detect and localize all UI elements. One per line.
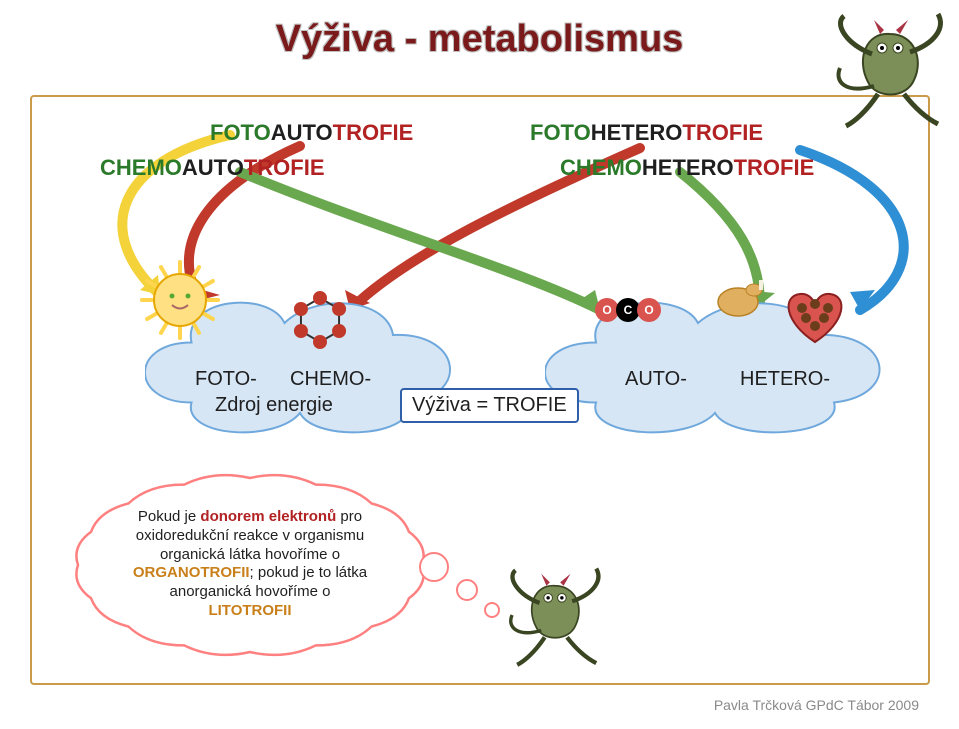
monster-large-icon (826, 4, 954, 137)
label-chemo: CHEMO- (290, 368, 371, 391)
term-chemoheterotrofie: CHEMOHETEROTROFIE (560, 155, 814, 181)
sun-icon (140, 260, 220, 345)
label-zdroj: Zdroj energie (215, 394, 333, 417)
svg-text:O: O (644, 303, 653, 317)
svg-text:C: C (624, 303, 633, 317)
term-fotoautotrofie: FOTOAUTOTROFIE (210, 120, 413, 146)
footer-text: Pavla Trčková GPdC Tábor 2009 (714, 697, 919, 713)
center-badge: Výživa = TROFIE (400, 388, 579, 423)
slide-root: Výživa - metabolismus FOTOAUTOTROFIE FOTO… (0, 0, 959, 729)
roast-chicken-icon (712, 272, 768, 325)
co2-icon: OCO (594, 293, 662, 332)
label-auto: AUTO- (625, 368, 687, 391)
footer-credit: Pavla Trčková GPdC Tábor 2009 (714, 697, 919, 713)
page-title: Výživa - metabolismus (0, 18, 959, 61)
monster-small-icon (500, 560, 610, 675)
label-hetero: HETERO- (740, 368, 830, 391)
term-fotoheterotrofie: FOTOHETEROTROFIE (530, 120, 763, 146)
svg-text:O: O (602, 303, 611, 317)
chocolate-box-icon (776, 284, 854, 353)
thought-text: Pokud je donorem elektronů prooxidoreduk… (90, 508, 410, 621)
molecule-icon (285, 285, 355, 360)
term-chemoautotrofie: CHEMOAUTOTROFIE (100, 155, 325, 181)
label-foto: FOTO- (195, 368, 257, 391)
